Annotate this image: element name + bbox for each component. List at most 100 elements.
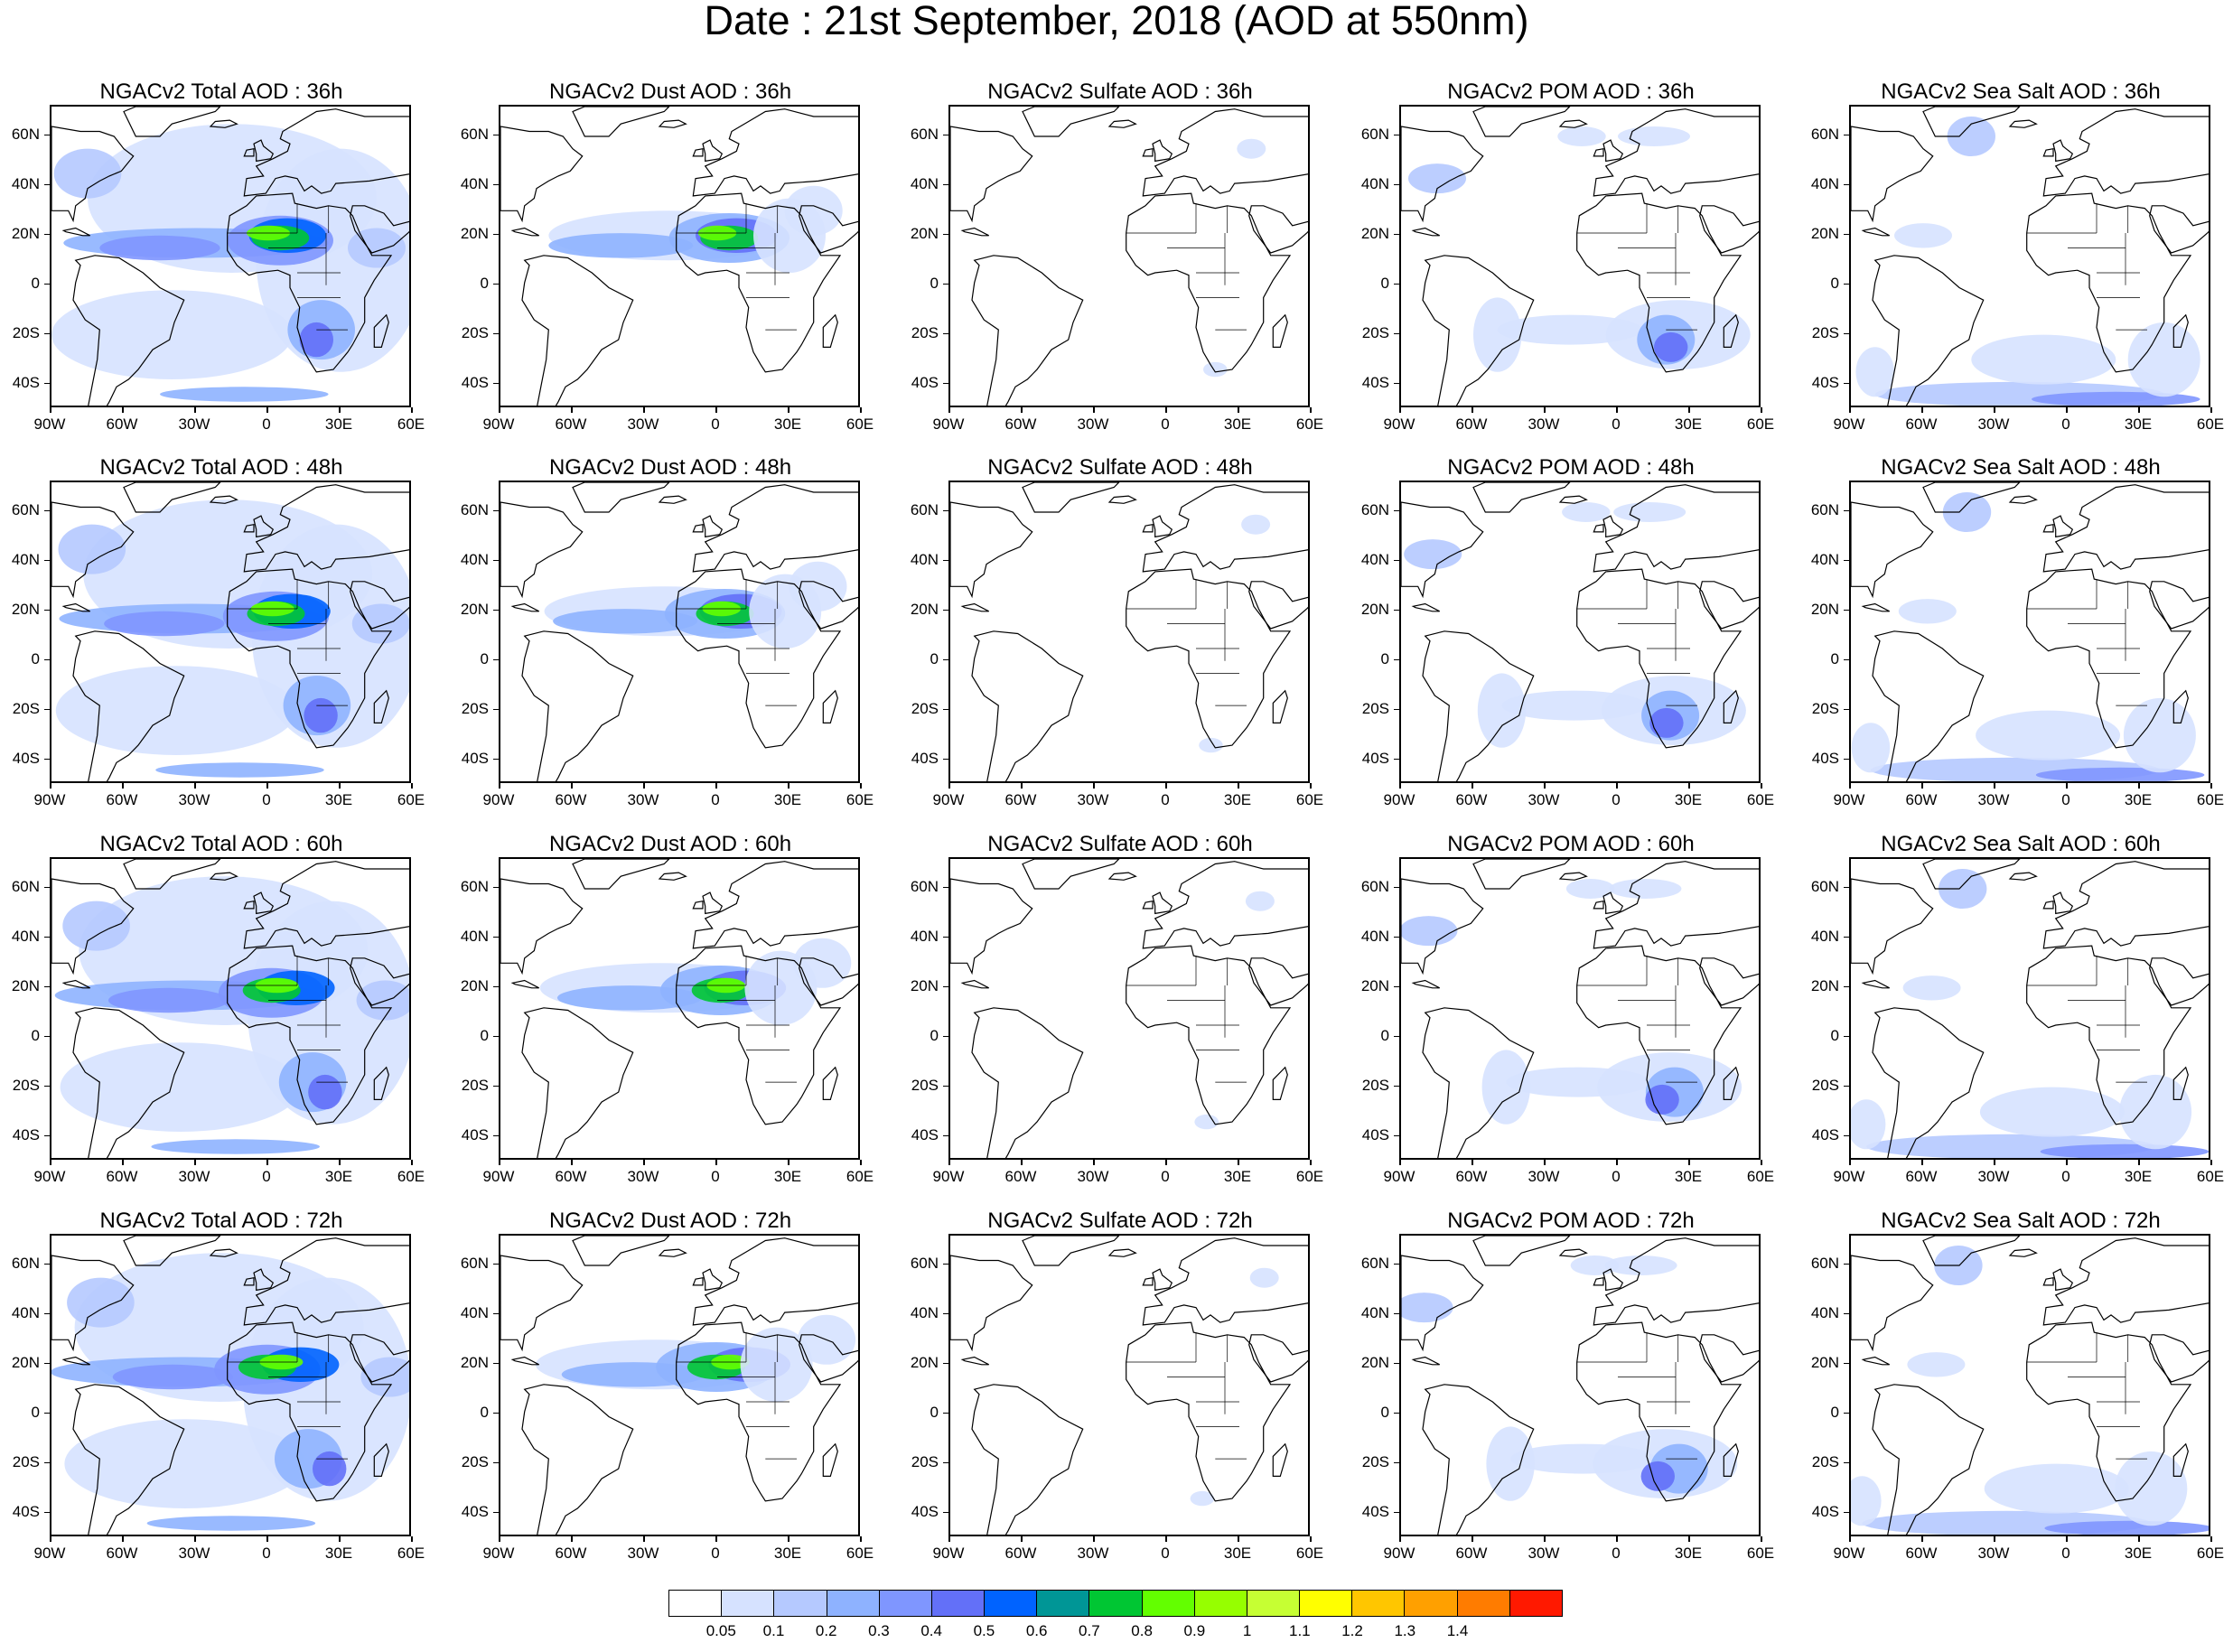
colorbar-label: 0.05 <box>705 1622 736 1639</box>
aod-region <box>60 1042 302 1132</box>
aod-region <box>784 185 843 236</box>
coastline-madagascar <box>1723 313 1739 348</box>
lat-tick-mark <box>1394 758 1399 761</box>
lon-tick-mark <box>571 783 573 789</box>
aod-region <box>2123 697 2196 773</box>
lon-tick-mark <box>1310 1160 1312 1165</box>
lat-tick-mark <box>493 886 499 889</box>
coastline-greenland <box>1472 107 1571 137</box>
map-panel-dust-36h: NGACv2 Dust AOD : 36h 60N 40N 20N 0 20S 40S 90W… <box>449 79 892 457</box>
lat-tick-label: 40S <box>911 1502 939 1520</box>
map-panel-pom-60h: NGACv2 POM AOD : 60h 60N 40N 20N 0 20S 40S 90W 6… <box>1350 832 1792 1209</box>
aod-region <box>1473 297 1522 372</box>
lon-tick-mark <box>194 1160 196 1165</box>
colorbar-label: 0.4 <box>920 1622 942 1639</box>
map-panel-pom-48h: NGACv2 POM AOD : 48h 60N 40N 20N 0 20S 40S 90W 6… <box>1350 455 1792 833</box>
coastline-iceland <box>1558 119 1588 128</box>
lon-tick-label: 30E <box>1674 791 1703 808</box>
panel-title: NGACv2 Sulfate AOD : 36h <box>987 79 1253 104</box>
coastline-ireland <box>692 147 704 157</box>
lat-tick-label: 40S <box>461 373 489 391</box>
coastline-ireland <box>2042 147 2054 157</box>
lat-tick-mark <box>943 509 948 512</box>
lon-tick-mark <box>50 407 51 413</box>
lat-tick-mark <box>943 936 948 938</box>
lat-tick-mark <box>943 1085 948 1087</box>
lat-tick-mark <box>44 886 50 889</box>
lon-tick-label: 90W <box>1383 1168 1415 1185</box>
colorbar-label: 0.2 <box>815 1622 837 1639</box>
lon-tick-mark <box>1472 783 1473 789</box>
coastline-madagascar <box>2172 689 2189 723</box>
aod-region <box>1481 1050 1530 1125</box>
lat-tick-label: 40N <box>1360 174 1389 192</box>
aod-region <box>104 611 225 637</box>
coastline-ireland <box>243 1276 255 1286</box>
lat-tick-mark <box>1394 708 1399 711</box>
panel-title: NGACv2 Total AOD : 36h <box>99 79 343 104</box>
lon-tick-mark <box>2138 1160 2140 1165</box>
lon-tick-label: 30W <box>1528 1545 1560 1562</box>
map-plot-area <box>499 481 860 783</box>
lon-tick-label: 30W <box>178 415 210 433</box>
lon-tick-mark <box>643 407 645 413</box>
lon-tick-label: 30W <box>1977 1545 2010 1562</box>
lon-tick-mark <box>571 1536 573 1542</box>
lat-tick-label: 60N <box>11 125 40 143</box>
coastline-madagascar <box>2172 1442 2189 1477</box>
map-panel-pom-72h: NGACv2 POM AOD : 72h 60N 40N 20N 0 20S 40S 90W 6… <box>1350 1209 1792 1586</box>
aod-region <box>1557 126 1606 146</box>
lat-tick-mark <box>1844 609 1849 611</box>
lat-tick-label: 20S <box>1811 1452 1839 1470</box>
aod-region <box>1570 1255 1620 1275</box>
lat-tick-mark <box>943 382 948 385</box>
map-plot-area <box>1849 857 2210 1160</box>
lon-tick-label: 0 <box>1612 1545 1621 1562</box>
coastline-cuba <box>960 979 989 989</box>
lat-tick-mark <box>493 134 499 136</box>
aod-region <box>1401 1293 1453 1323</box>
aod-region <box>1984 1463 2129 1514</box>
aod-map <box>1851 482 2209 781</box>
coastline-southAmerica <box>72 1384 185 1535</box>
colorbar-swatch <box>669 1591 723 1616</box>
lon-tick-label: 90W <box>1833 791 1865 808</box>
coastline-iceland <box>658 119 687 128</box>
aod-region <box>1477 673 1527 748</box>
coastline-cuba <box>510 979 539 989</box>
lon-tick-mark <box>1849 1160 1851 1165</box>
lon-tick-label: 90W <box>33 791 66 808</box>
colorbar-label: 1 <box>1242 1622 1252 1639</box>
lon-tick-label: 30W <box>1977 415 2010 433</box>
lat-tick-label: 40N <box>11 174 40 192</box>
lat-tick-mark <box>1844 382 1849 385</box>
lon-tick-mark <box>1921 783 1923 789</box>
coastline-europe <box>243 484 409 573</box>
aod-region <box>1245 891 1275 911</box>
lat-tick-label: 20N <box>1360 224 1389 242</box>
coastline-madagascar <box>2172 1066 2189 1100</box>
aod-region <box>1501 690 1647 721</box>
coastline-europe <box>692 108 858 197</box>
lat-tick-label: 40N <box>460 550 489 568</box>
coastline-britain <box>702 1268 724 1292</box>
coastline-europe <box>1142 484 1308 573</box>
panel-title: NGACv2 Sea Salt AOD : 36h <box>1881 79 2161 104</box>
map-panel-seasalt-36h: NGACv2 Sea Salt AOD : 36h 60N 40N 20N 0 20S 40… <box>1799 79 2233 457</box>
lon-tick-mark <box>266 1160 268 1165</box>
lat-tick-label: 40S <box>12 373 40 391</box>
coastline-ireland <box>1142 147 1154 157</box>
lat-tick-label: 60N <box>1360 125 1389 143</box>
lon-tick-mark <box>1472 407 1473 413</box>
coastline-africa <box>1576 568 1742 749</box>
lon-tick-mark <box>1021 783 1023 789</box>
lon-tick-label: 30E <box>324 1168 353 1185</box>
lat-tick-mark <box>493 936 499 938</box>
lon-tick-label: 30E <box>1223 415 1252 433</box>
lat-tick-label: 20S <box>12 1452 40 1470</box>
lon-tick-label: 0 <box>2061 1545 2070 1562</box>
coastline-britain <box>1602 1268 1624 1292</box>
colorbar-label: 0.5 <box>973 1622 995 1639</box>
lon-tick-mark <box>1688 1160 1690 1165</box>
coastline-madagascar <box>822 1442 838 1477</box>
